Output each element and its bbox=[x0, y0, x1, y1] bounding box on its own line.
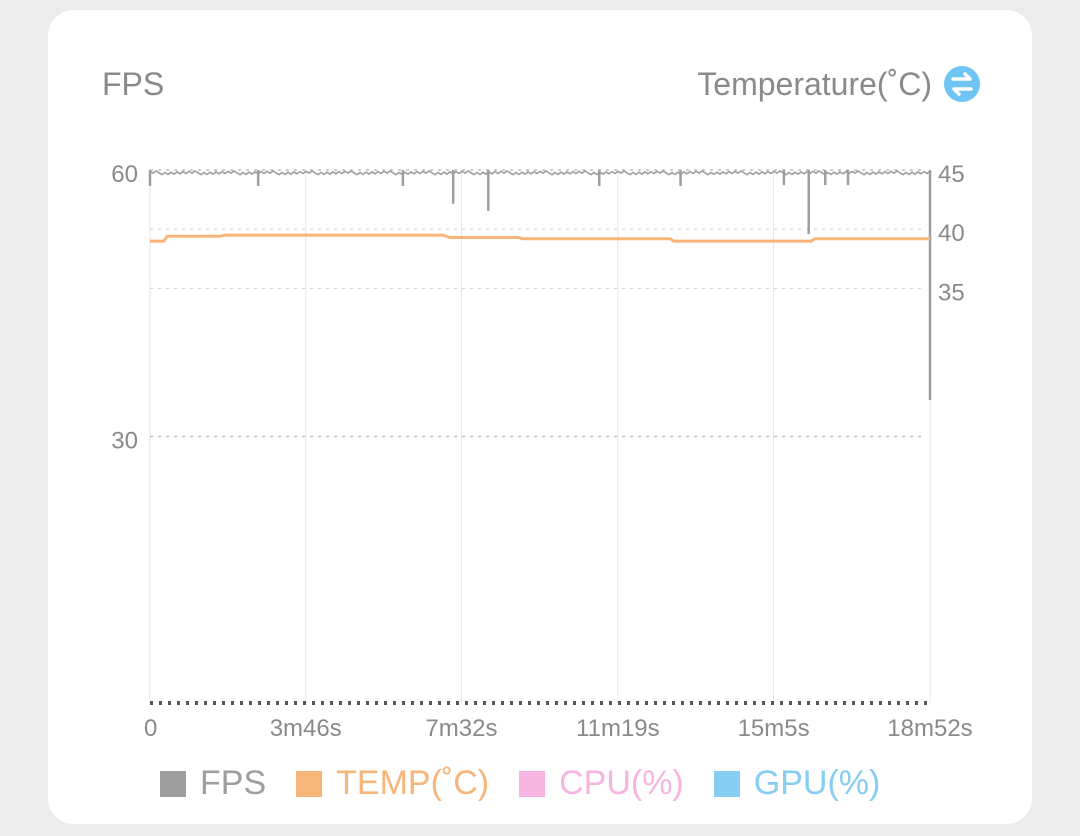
x-tick-label: 7m32s bbox=[425, 715, 497, 742]
x-tick-label: 11m19s bbox=[576, 715, 660, 742]
y-right-tick-label: 45 bbox=[938, 161, 965, 188]
legend-swatch bbox=[296, 770, 323, 797]
y-right-tick-label: 35 bbox=[938, 279, 965, 306]
x-tick-label: 18m52s bbox=[887, 715, 972, 742]
legend-item[interactable]: CPU(%) bbox=[519, 764, 684, 803]
legend-item[interactable]: GPU(%) bbox=[713, 764, 881, 803]
legend-swatch bbox=[160, 770, 186, 797]
legend-item[interactable]: FPS bbox=[160, 764, 266, 803]
chart-card bbox=[48, 10, 1032, 824]
legend: FPS TEMP(˚C) CPU(%) GPU(%) bbox=[160, 764, 880, 803]
x-tick-label: 15m5s bbox=[738, 715, 810, 742]
legend-swatch bbox=[519, 770, 546, 797]
fps-axis-title: FPS bbox=[102, 66, 165, 102]
legend-label: TEMP(˚C) bbox=[336, 764, 490, 802]
legend-label: FPS bbox=[200, 764, 267, 802]
temperature-series-line bbox=[150, 233, 930, 243]
fps-series-line bbox=[149, 169, 931, 176]
legend-label: CPU(%) bbox=[559, 764, 684, 802]
y-right-tick-label: 40 bbox=[938, 220, 965, 247]
legend-swatch bbox=[713, 770, 740, 797]
y-left-tick-label: 60 bbox=[111, 161, 138, 188]
legend-label: GPU(%) bbox=[753, 764, 881, 802]
temperature-axis-title: Temperature(˚C) bbox=[697, 66, 932, 102]
x-tick-label: 0 bbox=[144, 715, 157, 742]
legend-item[interactable]: TEMP(˚C) bbox=[296, 764, 489, 803]
x-tick-label: 3m46s bbox=[270, 715, 342, 742]
y-left-tick-label: 30 bbox=[111, 428, 138, 455]
swap-axis-icon[interactable] bbox=[944, 66, 980, 102]
